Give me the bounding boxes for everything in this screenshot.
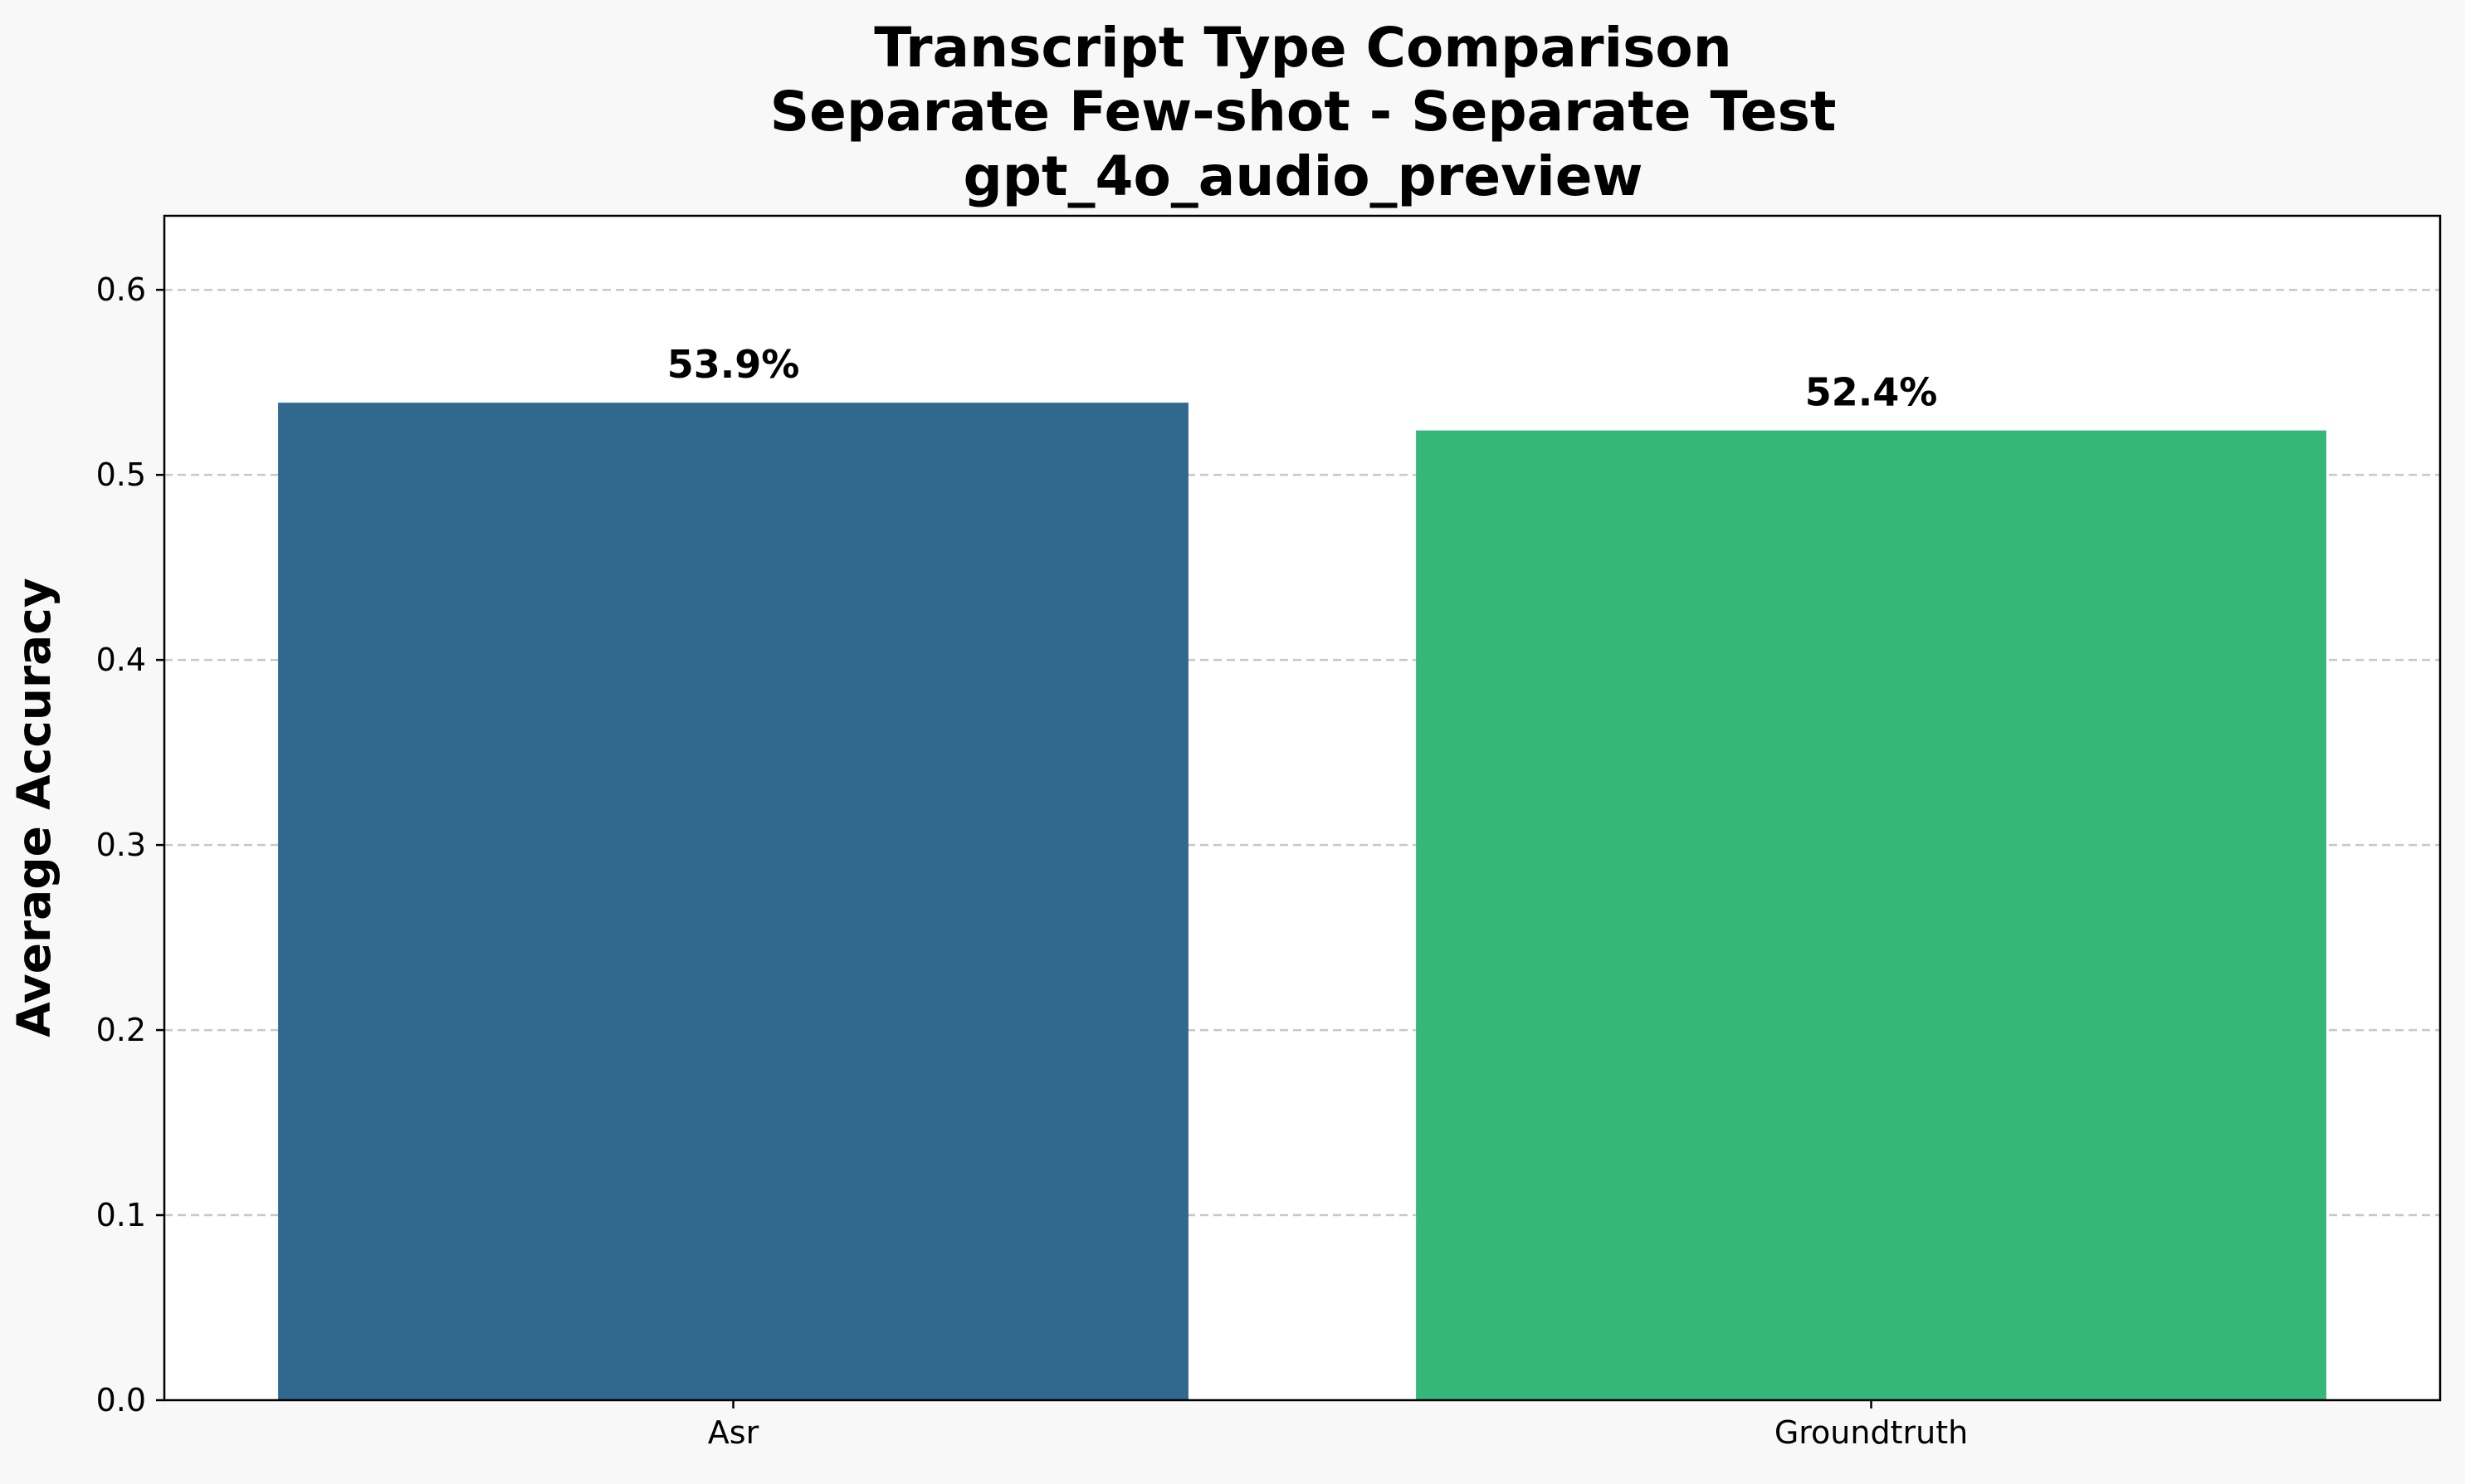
bars <box>278 403 2326 1400</box>
x-tick-label: Asr <box>708 1414 759 1451</box>
bar-value-label: 52.4% <box>1805 370 1938 415</box>
y-tick-label: 0.5 <box>96 456 146 493</box>
bar-groundtruth <box>1416 430 2326 1400</box>
value-labels: 53.9% 52.4% <box>667 342 1938 414</box>
y-tick-label: 0.6 <box>96 271 146 308</box>
y-tick-label: 0.0 <box>96 1382 146 1418</box>
chart-title-line-3: gpt_4o_audio_preview <box>964 144 1643 208</box>
chart-title-line-1: Transcript Type Comparison <box>874 16 1732 80</box>
y-tick-label: 0.3 <box>96 827 146 863</box>
chart-title: Transcript Type Comparison Separate Few-… <box>770 16 1837 208</box>
bar-asr <box>278 403 1189 1400</box>
y-tick-label: 0.1 <box>96 1197 146 1233</box>
y-tick-label: 0.4 <box>96 642 146 678</box>
y-axis-label: Average Accuracy <box>7 578 61 1037</box>
chart-title-line-2: Separate Few-shot - Separate Test <box>770 80 1837 144</box>
y-tick-label: 0.2 <box>96 1012 146 1048</box>
x-axis-ticks: Asr Groundtruth <box>708 1400 1968 1451</box>
y-axis-ticks: 0.0 0.1 0.2 0.3 0.4 0.5 0.6 <box>96 271 164 1418</box>
plot-frame <box>163 214 2442 1402</box>
x-tick-label: Groundtruth <box>1774 1414 1968 1451</box>
bar-value-label: 53.9% <box>667 342 800 387</box>
